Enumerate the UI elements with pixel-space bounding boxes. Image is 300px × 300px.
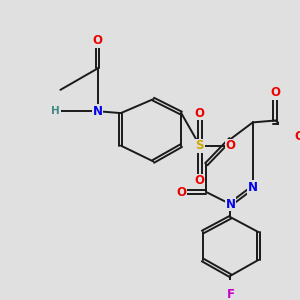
- Text: O: O: [195, 174, 205, 188]
- Text: S: S: [196, 139, 204, 152]
- Text: O: O: [270, 86, 280, 99]
- Text: O: O: [176, 186, 186, 199]
- Text: O: O: [226, 139, 236, 152]
- Text: O: O: [195, 106, 205, 120]
- Text: O: O: [294, 130, 300, 143]
- Text: N: N: [93, 105, 103, 118]
- Text: N: N: [226, 198, 236, 211]
- Text: O: O: [93, 34, 103, 47]
- Text: F: F: [226, 288, 235, 300]
- Text: H: H: [51, 106, 60, 116]
- Text: N: N: [248, 181, 258, 194]
